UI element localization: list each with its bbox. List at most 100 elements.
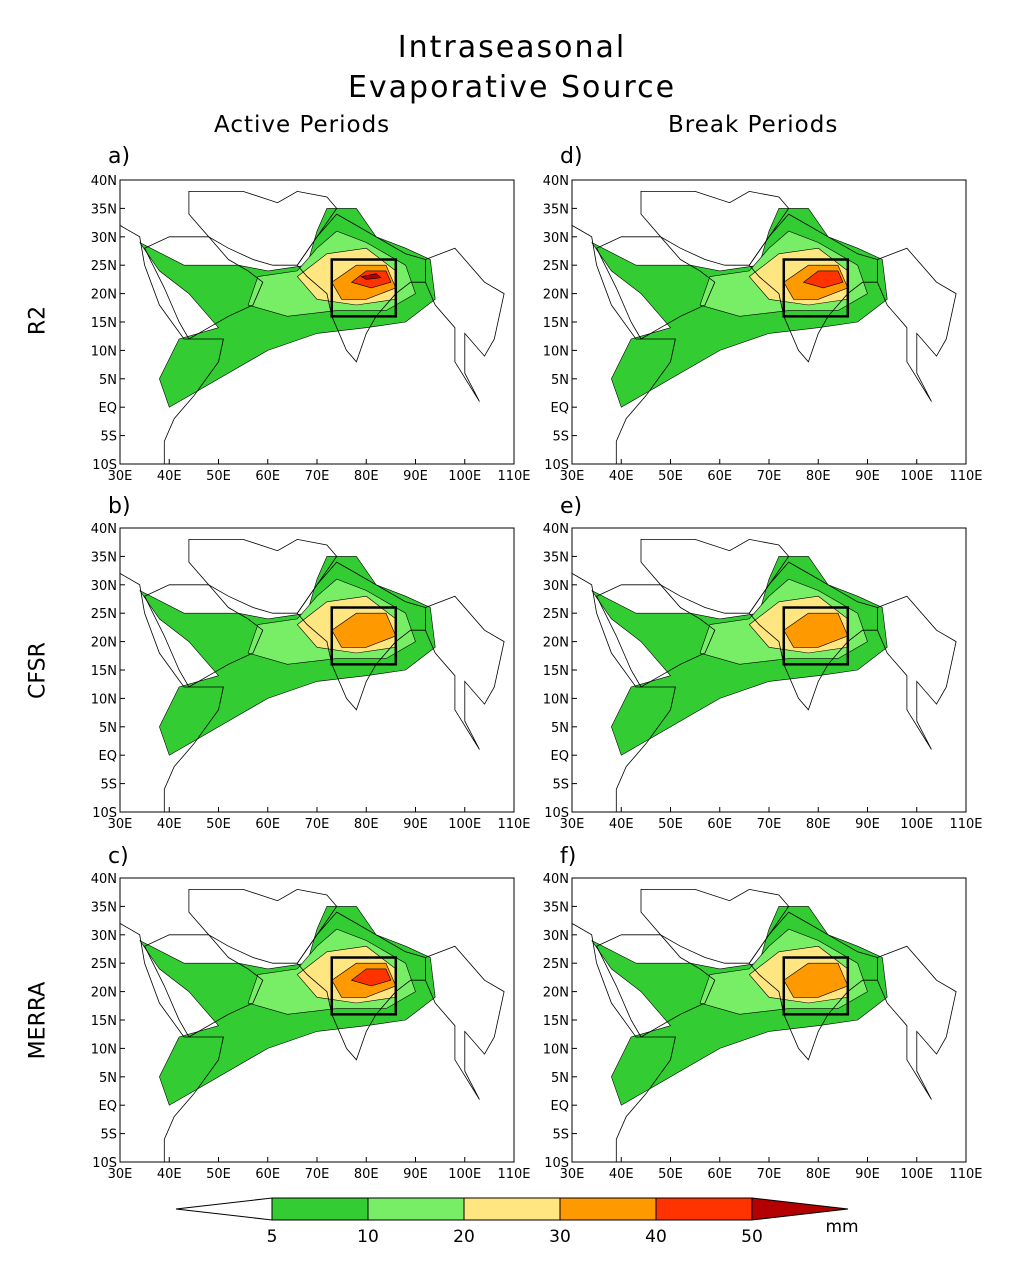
lat-tick-label: 20N <box>91 636 117 651</box>
lat-tick-label: 10S <box>544 1156 569 1171</box>
panel-label-e: e) <box>560 494 583 519</box>
lon-tick-label: 30E <box>560 469 585 484</box>
lat-tick-label: 30N <box>543 579 569 594</box>
lon-tick-label: 60E <box>255 469 280 484</box>
lat-tick-label: 10N <box>91 344 117 359</box>
lon-tick-label: 90E <box>855 469 880 484</box>
core-monsoon-box <box>330 956 398 1016</box>
lat-tick-label: 40N <box>543 174 569 189</box>
land-outline <box>144 584 264 688</box>
lat-tick-label: 5S <box>552 430 569 445</box>
core-monsoon-box <box>782 956 850 1016</box>
lon-tick-label: 80E <box>354 1167 379 1182</box>
lat-tick-label: 30N <box>91 929 117 944</box>
lon-tick-label: 40E <box>609 469 634 484</box>
lat-tick-label: 20N <box>543 636 569 651</box>
lat-tick-label: 15N <box>543 664 569 679</box>
panel-label-d: d) <box>560 144 583 169</box>
lat-tick-label: 5N <box>551 1071 569 1086</box>
lon-tick-label: 70E <box>757 817 782 832</box>
contour-level-6 <box>360 273 382 280</box>
lat-tick-label: 40N <box>91 174 117 189</box>
panel-label-c: c) <box>108 844 129 869</box>
colorbar-level-label: 5 <box>267 1227 278 1247</box>
land-outline <box>144 236 264 340</box>
colorbar-level-label: 30 <box>549 1227 571 1247</box>
lat-tick-label: 35N <box>543 550 569 565</box>
lon-tick-label: 70E <box>757 1167 782 1182</box>
lon-tick-label: 90E <box>403 469 428 484</box>
lat-tick-label: EQ <box>551 1099 569 1114</box>
lat-tick-label: 25N <box>91 957 117 972</box>
lat-tick-label: 25N <box>543 259 569 274</box>
lon-tick-label: 30E <box>560 1167 585 1182</box>
lat-tick-label: 40N <box>91 522 117 537</box>
lat-tick-label: 35N <box>543 202 569 217</box>
lon-tick-label: 40E <box>157 817 182 832</box>
land-outline <box>877 945 957 1100</box>
lat-tick-label: 5N <box>551 373 569 388</box>
lat-tick-label: 20N <box>543 288 569 303</box>
lat-tick-label: 10S <box>544 806 569 821</box>
column-title-break: Break Periods <box>668 112 839 138</box>
colorbar-lower-arrow <box>175 1197 273 1221</box>
lon-tick-label: 50E <box>206 469 231 484</box>
lon-tick-label: 40E <box>157 469 182 484</box>
lon-tick-label: 30E <box>108 1167 133 1182</box>
lon-tick-label: 30E <box>560 817 585 832</box>
land-outline <box>572 922 676 1162</box>
lon-tick-label: 110E <box>497 817 530 832</box>
colorbar-segment <box>559 1197 657 1221</box>
figure-title-line2: Evaporative Source <box>347 70 677 105</box>
lon-tick-label: 110E <box>497 1167 530 1182</box>
lat-tick-label: 35N <box>91 202 117 217</box>
panel-label-a: a) <box>108 144 131 169</box>
lat-tick-label: 10N <box>91 692 117 707</box>
colorbar-segment <box>655 1197 753 1221</box>
lon-tick-label: 50E <box>658 1167 683 1182</box>
lon-tick-label: 100E <box>900 469 933 484</box>
column-title-active: Active Periods <box>214 112 391 138</box>
lat-tick-label: 40N <box>91 872 117 887</box>
lon-tick-label: 50E <box>206 817 231 832</box>
lon-tick-label: 80E <box>806 1167 831 1182</box>
lat-tick-label: 5S <box>100 430 117 445</box>
evaporative-source-shading <box>591 906 888 1106</box>
lat-tick-label: 5N <box>551 721 569 736</box>
lat-tick-label: 35N <box>543 900 569 915</box>
lat-tick-label: 15N <box>91 1014 117 1029</box>
lon-tick-label: 40E <box>609 1167 634 1182</box>
colorbar: 5 10 20 30 40 50 mm <box>175 1197 859 1247</box>
lat-tick-label: 5S <box>100 778 117 793</box>
lon-tick-label: 50E <box>206 1167 231 1182</box>
lat-tick-label: 5N <box>99 721 117 736</box>
contour-level-5 <box>350 270 392 289</box>
panel-label-f: f) <box>560 844 577 869</box>
land-outline <box>144 934 264 1038</box>
lon-tick-label: 80E <box>806 469 831 484</box>
land-outline <box>572 224 676 464</box>
lon-tick-label: 90E <box>855 1167 880 1182</box>
lat-tick-label: 20N <box>91 288 117 303</box>
lat-tick-label: 30N <box>91 579 117 594</box>
lat-tick-label: 15N <box>91 664 117 679</box>
evaporative-source-shading <box>139 906 436 1106</box>
core-monsoon-box <box>782 606 850 666</box>
lon-tick-label: 90E <box>855 817 880 832</box>
lat-tick-label: 10S <box>92 458 117 473</box>
colorbar-segment <box>367 1197 465 1221</box>
lat-tick-label: 35N <box>91 900 117 915</box>
lon-tick-label: 50E <box>658 817 683 832</box>
lon-tick-label: 40E <box>609 817 634 832</box>
colorbar-level-label: 10 <box>357 1227 379 1247</box>
colorbar-segment <box>271 1197 369 1221</box>
lat-tick-label: 40N <box>543 522 569 537</box>
colorbar-unit: mm <box>825 1217 858 1237</box>
colorbar-level-label: 50 <box>741 1227 763 1247</box>
land-outline <box>877 247 957 402</box>
